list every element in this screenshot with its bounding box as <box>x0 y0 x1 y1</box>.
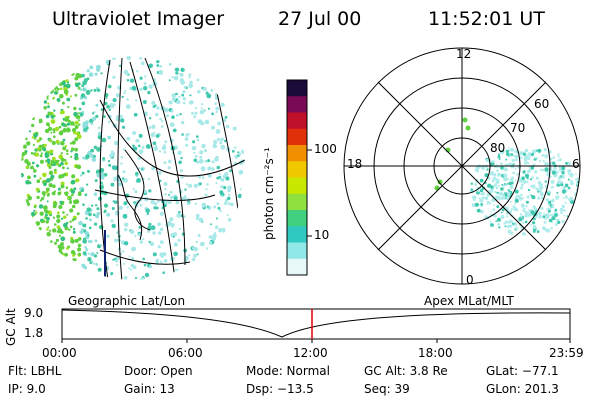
timeline-right-title: Apex MLat/MLT <box>424 294 514 308</box>
polar-plot <box>343 47 581 285</box>
info-door: Door: Open <box>124 364 193 378</box>
instrument-title: Ultraviolet Imager <box>52 8 225 30</box>
timeline-x-1800: 18:00 <box>418 346 453 360</box>
info-gc-alt: GC Alt: 3.8 Re <box>364 364 448 378</box>
info-glat: GLat: −77.1 <box>486 364 559 378</box>
timeline-y-max: 9.0 <box>24 306 44 320</box>
polar-emission-dots <box>434 117 580 236</box>
lat-label-60: 60 <box>534 97 550 111</box>
timeline-plot <box>61 308 571 343</box>
info-glon: GLon: 201.3 <box>486 382 559 396</box>
colorbar-tick-100: 100 <box>314 142 337 156</box>
timeline-x-0600: 06:00 <box>168 346 203 360</box>
colorbar-unit-label: photon cm⁻²s⁻¹ <box>262 147 276 240</box>
mlt-label-6: 6 <box>572 157 580 171</box>
info-dsp: Dsp: −13.5 <box>246 382 314 396</box>
timeline-x-2359: 23:59 <box>549 346 584 360</box>
colorbar-tick-10: 10 <box>314 228 330 242</box>
color-scale-bar <box>286 79 312 276</box>
timeline-x-0000: 00:00 <box>42 346 77 360</box>
info-seq: Seq: 39 <box>364 382 410 396</box>
mlt-label-0: 0 <box>466 273 474 287</box>
lat-label-80: 80 <box>490 141 506 155</box>
info-mode: Mode: Normal <box>246 364 330 378</box>
timeline-left-title: Geographic Lat/Lon <box>68 294 186 308</box>
timeline-axis-title: GC Alt <box>4 308 18 346</box>
timeline-y-min: 1.8 <box>24 326 44 340</box>
info-flt: Flt: LBHL <box>8 364 62 378</box>
earth-uv-image <box>21 56 245 280</box>
lat-label-70: 70 <box>510 121 526 135</box>
mlt-label-18: 18 <box>347 157 363 171</box>
auroral-emission-dots <box>21 56 245 280</box>
timeline-x-1200: 12:00 <box>293 346 328 360</box>
info-gain: Gain: 13 <box>124 382 175 396</box>
time-label: 11:52:01 UT <box>428 8 545 30</box>
mlt-label-12: 12 <box>456 47 472 61</box>
date-label: 27 Jul 00 <box>278 8 362 30</box>
info-ip: IP: 9.0 <box>8 382 46 396</box>
